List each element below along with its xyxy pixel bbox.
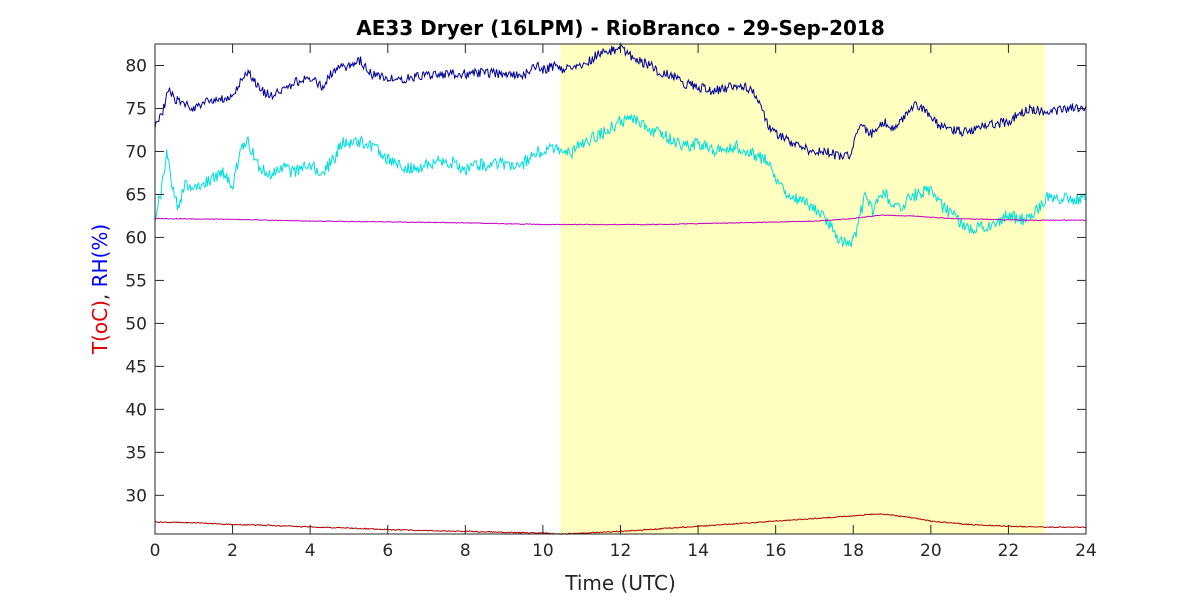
y-tick-label: 60 — [125, 228, 147, 248]
y-tick-label: 80 — [125, 56, 147, 76]
x-tick-label: 0 — [150, 541, 161, 561]
x-tick-label: 4 — [305, 541, 316, 561]
x-tick-label: 22 — [998, 541, 1020, 561]
y-tick-label: 45 — [125, 357, 147, 377]
y-tick-label: 65 — [125, 185, 147, 205]
x-tick-label: 24 — [1075, 541, 1097, 561]
series-line-3 — [154, 214, 1087, 226]
x-tick-label: 14 — [687, 541, 709, 561]
y-tick-label: 30 — [125, 486, 147, 506]
x-axis-label: Time (UTC) — [564, 571, 676, 595]
x-tick-label: 18 — [842, 541, 864, 561]
y-axis-label-part-1: T(oC) — [88, 300, 112, 355]
x-tick-label: 10 — [532, 541, 554, 561]
y-tick-label: 70 — [125, 142, 147, 162]
y-tick-label: 35 — [125, 443, 147, 463]
x-tick-label: 2 — [227, 541, 238, 561]
x-tick-label: 20 — [920, 541, 942, 561]
y-tick-label: 75 — [125, 99, 147, 119]
x-tick-label: 12 — [610, 541, 632, 561]
x-tick-label: 8 — [460, 541, 471, 561]
y-axis-label: T(oC), RH(%) — [88, 224, 112, 355]
y-axis-label-part-3: RH(%) — [88, 224, 112, 288]
shaded-region — [560, 44, 1046, 534]
series-line-2 — [154, 113, 1087, 248]
x-tick-label: 6 — [382, 541, 393, 561]
y-axis-label-part-2: , — [88, 287, 112, 300]
y-tick-label: 50 — [125, 314, 147, 334]
x-tick-label: 16 — [765, 541, 787, 561]
y-tick-label: 40 — [125, 400, 147, 420]
y-tick-label: 55 — [125, 271, 147, 291]
chart-title: AE33 Dryer (16LPM) - RioBranco - 29-Sep-… — [356, 16, 885, 40]
